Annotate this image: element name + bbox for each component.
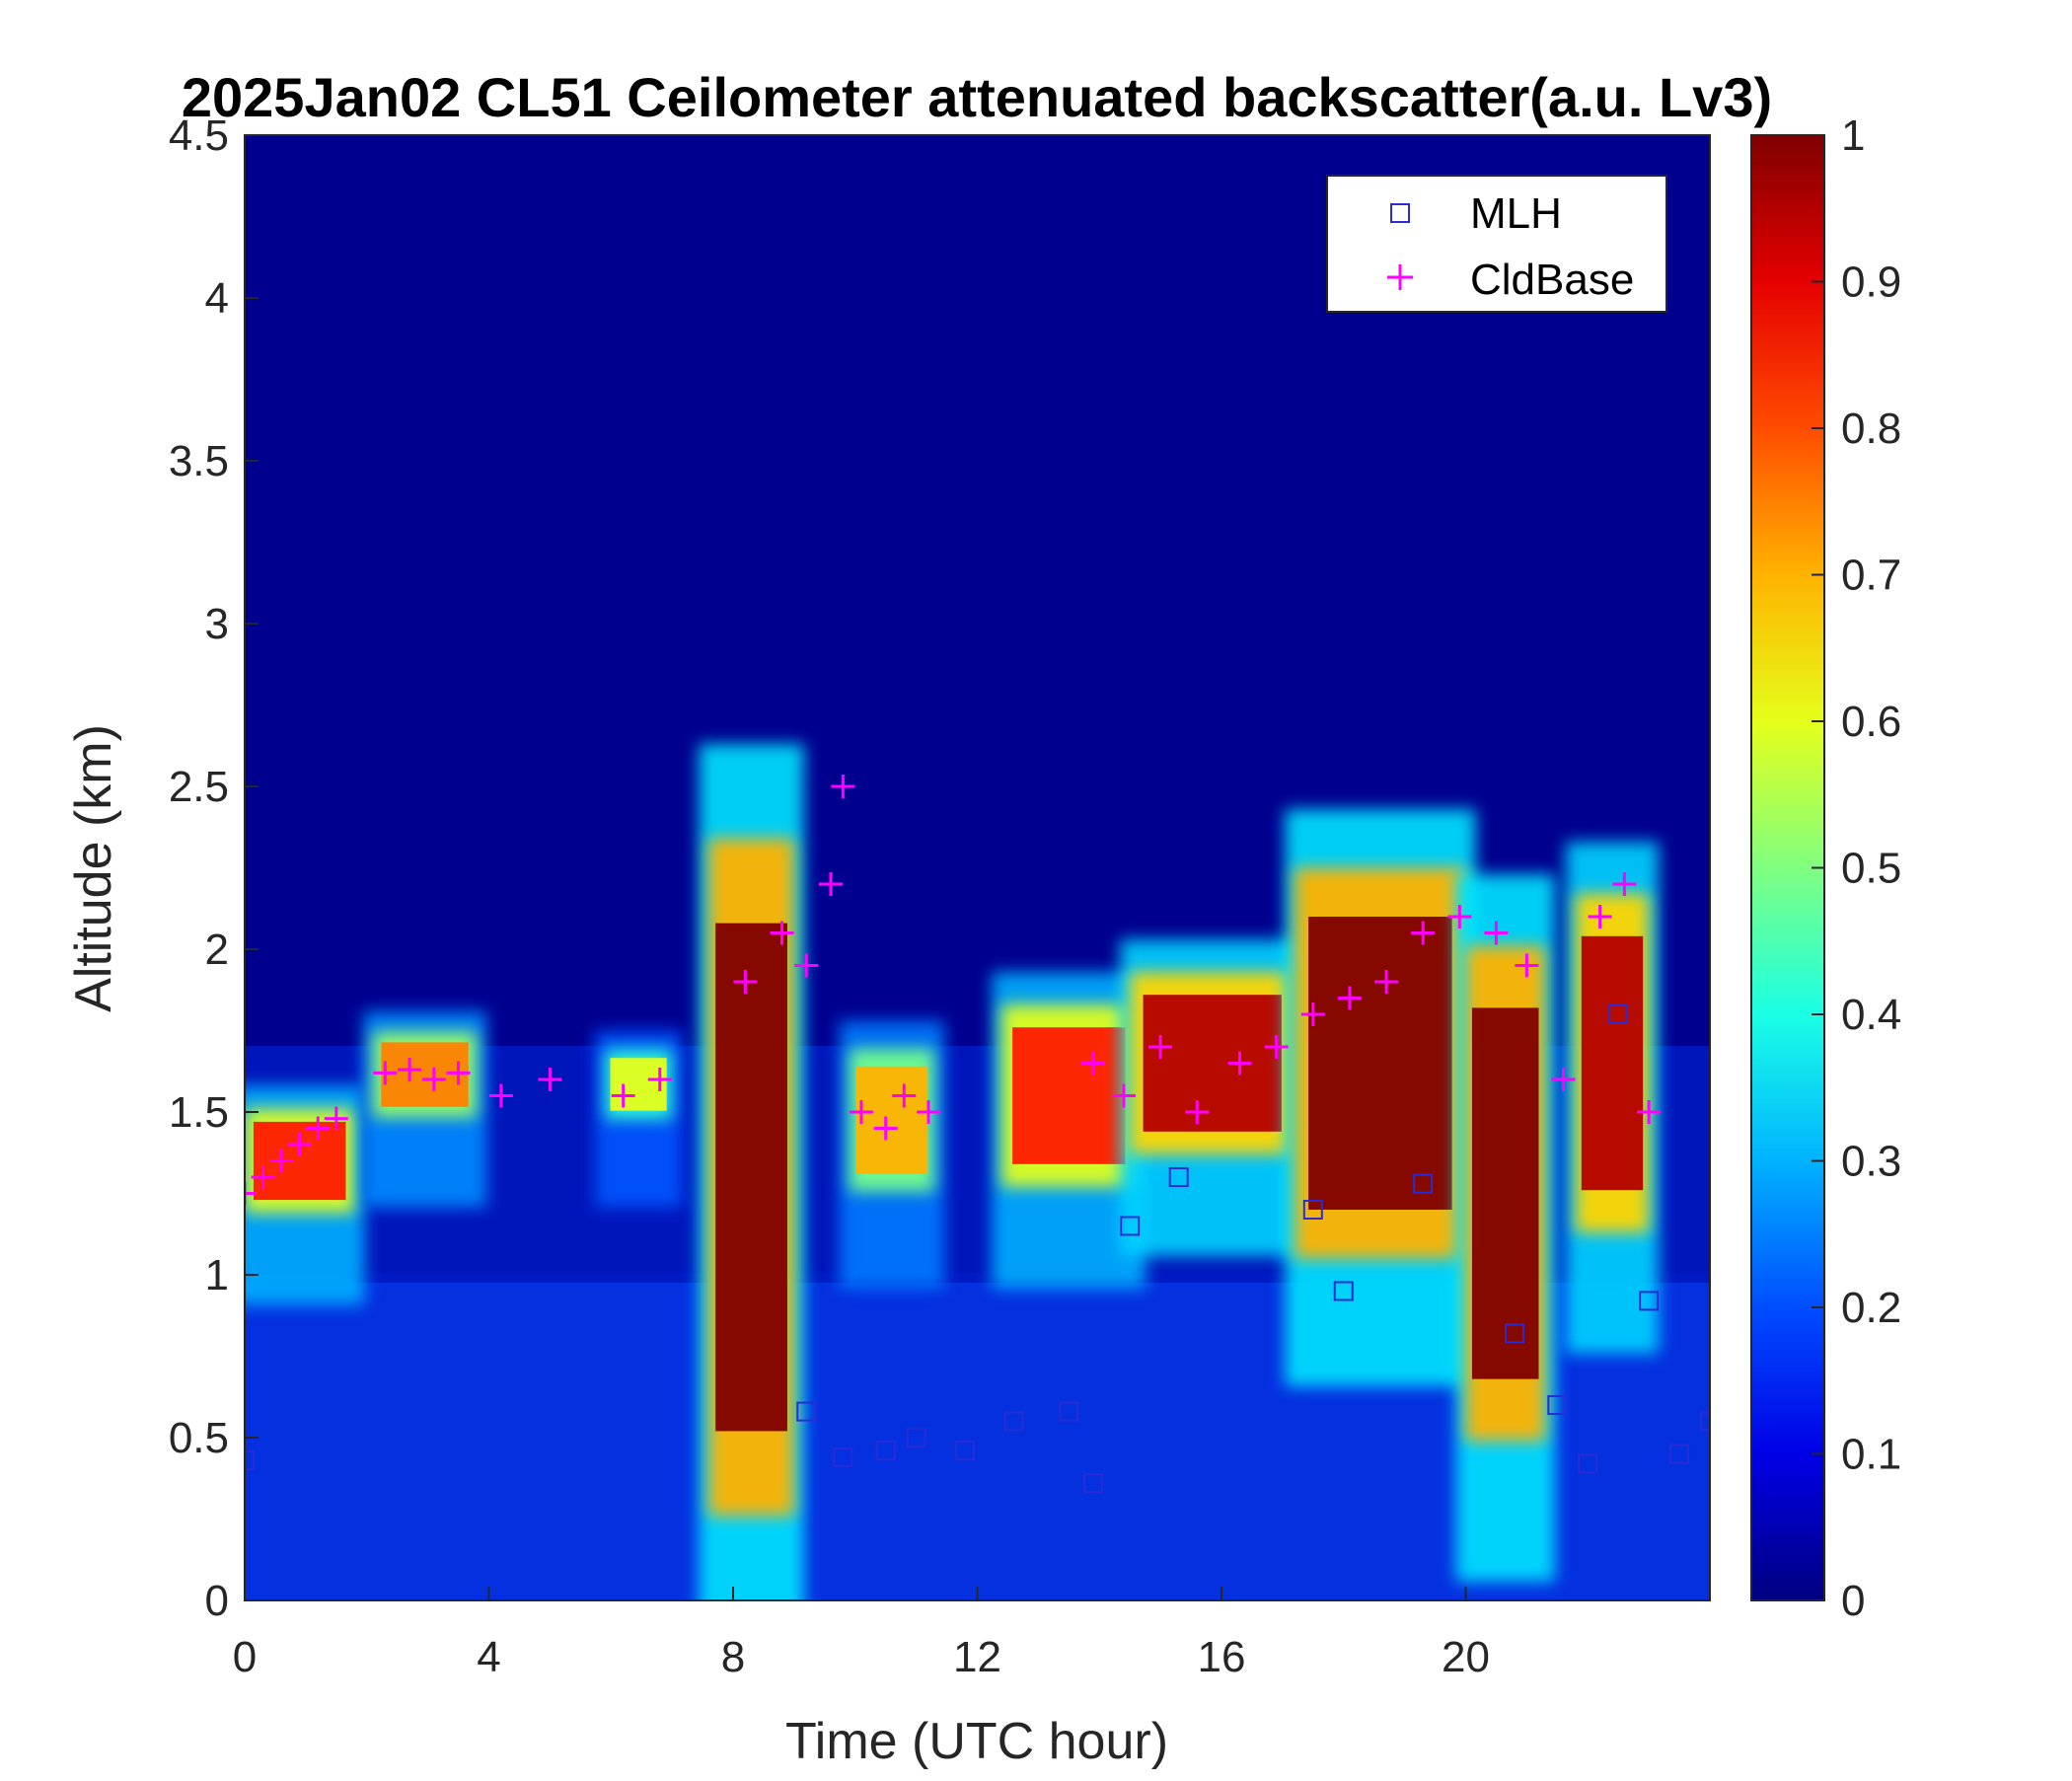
x-tick-label: 16 (1198, 1633, 1246, 1681)
cloud-layer-core (1308, 917, 1452, 1210)
y-tick-label: 2.5 (169, 763, 229, 811)
y-tick-label: 0 (205, 1577, 229, 1625)
cloud-layer-core (1472, 1007, 1539, 1378)
colorbar: 0 0.1 0.2 0.3 0.4 0.5 0.6 0.7 0.8 0.9 1 (1751, 111, 1901, 1625)
plot-area (233, 135, 1719, 1679)
cloud-layer-core (1144, 995, 1282, 1132)
y-tick-label: 4 (205, 274, 229, 323)
legend: MLH CldBase (1327, 176, 1666, 312)
cloud-layer-core (1582, 936, 1643, 1190)
y-tick-label: 1 (205, 1251, 229, 1299)
y-tick-label: 4.5 (169, 111, 229, 160)
y-tick-label: 3 (205, 600, 229, 648)
colorbar-tick-label: 0.7 (1841, 552, 1901, 600)
cloud-layer-core (715, 924, 787, 1432)
cloud-layer-core (855, 1067, 927, 1174)
colorbar-tick-label: 0.4 (1841, 991, 1901, 1039)
y-axis-label: Altitude (km) (65, 724, 122, 1012)
x-tick-label: 0 (233, 1633, 257, 1681)
x-tick-label: 8 (721, 1633, 745, 1681)
colorbar-tick-label: 0 (1841, 1577, 1865, 1625)
legend-mlh-label: MLH (1470, 189, 1562, 238)
x-axis-label: Time (UTC hour) (785, 1713, 1168, 1770)
colorbar-tick-label: 0.8 (1841, 405, 1901, 453)
cloud-layer-core (1012, 1027, 1125, 1164)
colorbar-tick-label: 0.9 (1841, 259, 1901, 307)
colorbar-tick-label: 1 (1841, 111, 1865, 160)
x-tick-label: 4 (477, 1633, 500, 1681)
colorbar-tick-label: 0.6 (1841, 698, 1901, 746)
cloud-layer-core (381, 1042, 468, 1106)
x-tick-label: 12 (953, 1633, 1001, 1681)
colorbar-tick-label: 0.2 (1841, 1284, 1901, 1332)
colorbar-tick-label: 0.3 (1841, 1138, 1901, 1186)
y-tick-label: 0.5 (169, 1414, 229, 1462)
y-tick-label: 2 (205, 926, 229, 974)
chart-title: 2025Jan02 CL51 Ceilometer attenuated bac… (182, 66, 1772, 128)
y-tick-label: 3.5 (169, 437, 229, 485)
colorbar-tick-label: 0.1 (1841, 1431, 1901, 1479)
colorbar-tick-label: 0.5 (1841, 845, 1901, 893)
cloud-layer-core (611, 1058, 667, 1110)
x-tick-label: 20 (1442, 1633, 1490, 1681)
y-tick-label: 1.5 (169, 1088, 229, 1137)
legend-cldbase-label: CldBase (1470, 256, 1634, 304)
